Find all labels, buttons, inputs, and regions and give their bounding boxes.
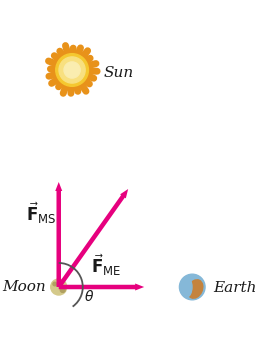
Circle shape <box>53 282 57 286</box>
Circle shape <box>51 279 67 295</box>
Text: $\theta$: $\theta$ <box>84 289 94 304</box>
Circle shape <box>64 62 80 78</box>
Circle shape <box>59 57 85 83</box>
Text: Earth: Earth <box>213 281 257 295</box>
FancyArrow shape <box>59 284 144 290</box>
Circle shape <box>53 51 91 89</box>
Text: Moon: Moon <box>2 280 46 294</box>
Circle shape <box>179 274 205 300</box>
Ellipse shape <box>188 280 203 298</box>
Text: $\vec{\mathbf{F}}_{\mathsf{MS}}$: $\vec{\mathbf{F}}_{\mathsf{MS}}$ <box>26 201 56 226</box>
FancyArrow shape <box>57 189 128 288</box>
Text: Sun: Sun <box>103 66 134 80</box>
Text: $\vec{\mathbf{F}}_{\mathsf{ME}}$: $\vec{\mathbf{F}}_{\mathsf{ME}}$ <box>91 252 121 278</box>
Circle shape <box>59 281 62 284</box>
Ellipse shape <box>180 277 192 297</box>
FancyArrow shape <box>55 182 62 287</box>
Circle shape <box>60 288 65 292</box>
Circle shape <box>56 54 88 86</box>
